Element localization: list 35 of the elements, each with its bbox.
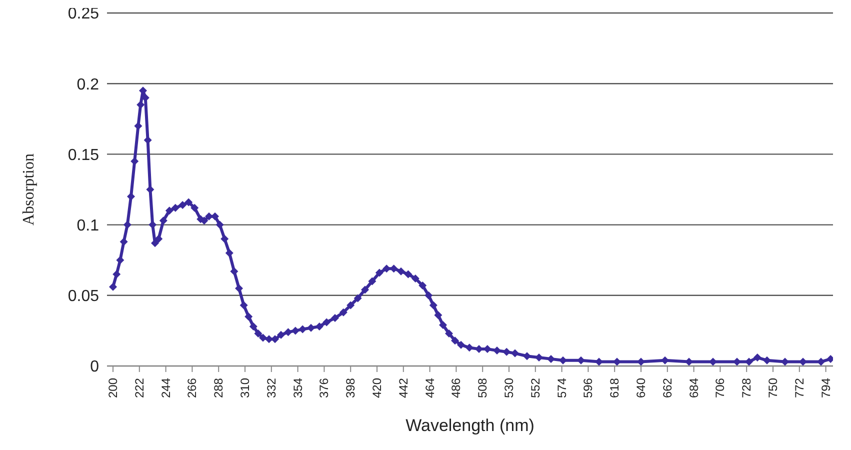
x-tick-label: 354 — [290, 378, 305, 398]
x-tick-label: 662 — [660, 378, 674, 398]
y-tick-label: 0.05 — [68, 288, 100, 306]
y-axis-title: Absorption — [20, 154, 38, 226]
x-tick-label: 728 — [740, 378, 754, 398]
x-tick-label: 596 — [581, 378, 596, 398]
x-tick-label: 244 — [158, 378, 173, 398]
x-tick-label: 442 — [396, 378, 410, 398]
y-tick-label: 0.15 — [68, 146, 100, 164]
y-tick-label: 0 — [90, 358, 100, 376]
x-tick-label: 794 — [818, 378, 833, 398]
x-tick-label: 684 — [686, 378, 701, 398]
x-tick-label: 486 — [449, 378, 464, 398]
x-tick-label: 552 — [528, 378, 542, 398]
x-tick-label: 398 — [344, 378, 358, 398]
x-axis-title: Wavelength (nm) — [404, 416, 536, 436]
x-tick-label: 750 — [766, 378, 780, 398]
x-tick-label: 464 — [422, 378, 437, 398]
y-tick-label: 0.2 — [76, 76, 100, 94]
x-tick-label: 332 — [264, 378, 278, 398]
x-tick-label: 222 — [132, 378, 146, 398]
x-tick-label: 200 — [106, 378, 120, 398]
x-tick-label: 640 — [634, 378, 648, 398]
x-tick-label: 772 — [792, 378, 806, 398]
x-tick-label: 310 — [238, 378, 252, 398]
x-tick-label: 288 — [212, 378, 226, 398]
x-tick-label: 574 — [554, 378, 569, 398]
y-tick-label: 0.1 — [76, 217, 100, 234]
x-tick-label: 530 — [502, 378, 516, 398]
x-tick-label: 376 — [317, 378, 332, 398]
x-tick-label: 420 — [370, 378, 384, 398]
x-tick-label: 706 — [713, 378, 728, 398]
x-tick-label: 266 — [185, 378, 200, 398]
x-tick-label: 618 — [608, 378, 622, 398]
x-tick-label: 508 — [476, 378, 490, 398]
